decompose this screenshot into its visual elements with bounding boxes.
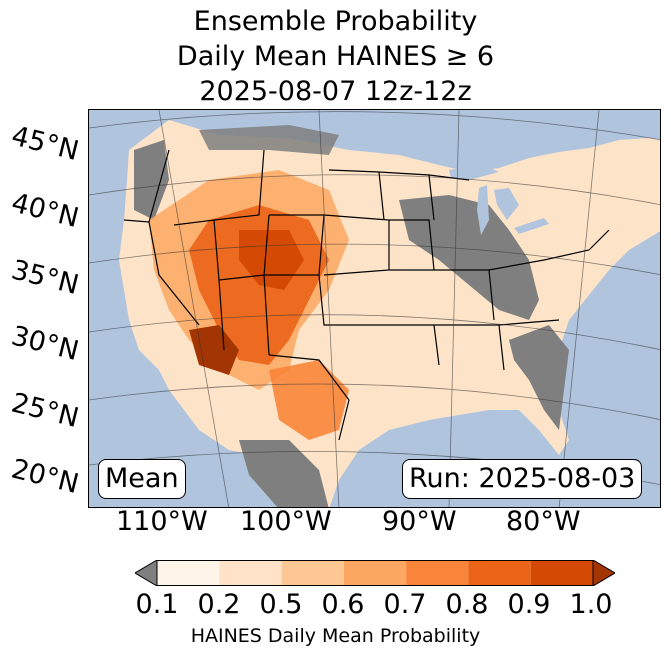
colorbar-segment-4 [406, 560, 469, 586]
lon-label-100: 100°W [240, 506, 332, 537]
colorbar-segment-2 [281, 560, 344, 586]
colorbar-tick-4: 0.7 [383, 589, 427, 620]
pacific-nw-gray-region [134, 140, 169, 220]
arizona-max-area [189, 325, 239, 375]
mexico-gray-region [239, 440, 329, 507]
lake-huron [494, 188, 519, 220]
colorbar [135, 560, 615, 586]
chart-title-line1: Ensemble Probability [193, 6, 478, 37]
stat-label-box: Mean [98, 459, 186, 499]
colorbar-tick-1: 0.2 [197, 589, 241, 620]
colorbar-border [156, 560, 594, 586]
lake-erie [514, 218, 549, 234]
colorbar-segment-6 [530, 560, 593, 586]
texas-mexico-high-area [269, 360, 349, 440]
run-label-box: Run: 2025-08-03 [402, 459, 643, 499]
lat-label-45: 45°N [8, 120, 82, 168]
colorbar-tick-2: 0.5 [259, 589, 303, 620]
us-map [89, 110, 660, 507]
colorbar-tick-7: 1.0 [569, 589, 613, 620]
lon-label-110: 110°W [116, 506, 208, 537]
lat-label-40: 40°N [8, 187, 82, 235]
lake-superior [449, 165, 499, 180]
northern-plains-gray-region [199, 125, 339, 155]
lat-label-25: 25°N [8, 387, 82, 435]
colorbar-tick-3: 0.6 [321, 589, 365, 620]
lat-label-35: 35°N [8, 254, 82, 302]
lon-label-90: 90°W [382, 506, 457, 537]
map-panel [88, 109, 661, 508]
colorbar-segment-0 [157, 560, 220, 586]
chart-title-line2: Daily Mean HAINES ≥ 6 [176, 41, 495, 72]
colorbar-segment-3 [343, 560, 407, 586]
colorbar-title: HAINES Daily Mean Probability [190, 625, 481, 647]
colorbar-tick-0: 0.1 [135, 589, 179, 620]
colorbar-segment-5 [468, 560, 531, 586]
colorbar-segment-1 [219, 560, 282, 586]
colorbar-tick-6: 0.9 [507, 589, 551, 620]
lake-michigan [477, 185, 489, 235]
lon-label-80: 80°W [506, 506, 581, 537]
chart-title-line3: 2025-08-07 12z-12z [199, 76, 472, 107]
lat-label-30: 30°N [8, 320, 82, 368]
colorbar-under-arrow [135, 560, 158, 586]
great-lakes-gray-region [399, 195, 539, 320]
southeast-gray-region [509, 325, 569, 430]
lat-label-20: 20°N [8, 453, 82, 501]
colorbar-tick-5: 0.8 [445, 589, 489, 620]
graticule [89, 110, 660, 507]
colorbar-over-arrow [592, 560, 615, 586]
